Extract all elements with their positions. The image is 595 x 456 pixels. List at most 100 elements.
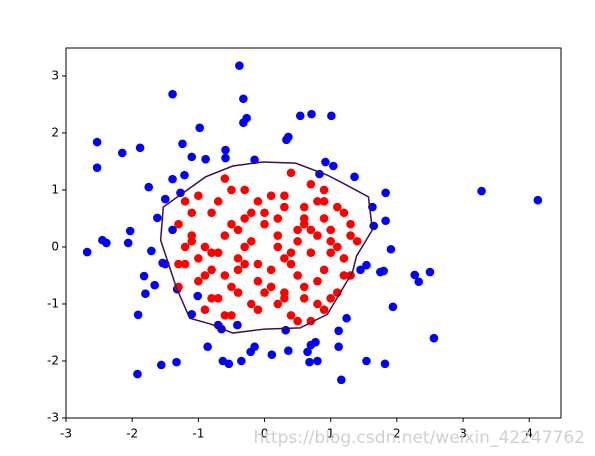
point bbox=[239, 94, 248, 104]
point bbox=[253, 276, 263, 286]
y-tick-label: 2 bbox=[51, 125, 59, 139]
point bbox=[286, 168, 296, 178]
point bbox=[280, 293, 289, 303]
point bbox=[410, 270, 420, 280]
point bbox=[356, 265, 365, 275]
point bbox=[92, 137, 102, 147]
point bbox=[82, 247, 92, 257]
point bbox=[207, 208, 216, 218]
point bbox=[150, 280, 159, 290]
point bbox=[135, 143, 145, 153]
point bbox=[260, 208, 269, 218]
y-tick-label: -1 bbox=[47, 296, 59, 310]
point bbox=[253, 259, 263, 269]
point bbox=[336, 375, 346, 385]
point bbox=[286, 259, 296, 269]
point bbox=[102, 238, 111, 248]
point bbox=[227, 185, 236, 195]
point bbox=[246, 208, 256, 218]
point bbox=[319, 197, 329, 206]
point bbox=[369, 221, 379, 231]
point bbox=[326, 248, 336, 257]
point bbox=[306, 179, 316, 189]
point bbox=[174, 259, 183, 269]
x-tick-label: 0 bbox=[261, 427, 269, 441]
point bbox=[339, 254, 349, 263]
point bbox=[123, 238, 133, 248]
point bbox=[233, 320, 242, 330]
point bbox=[267, 350, 277, 360]
point bbox=[334, 326, 343, 336]
point bbox=[425, 267, 435, 277]
point bbox=[240, 242, 249, 252]
point bbox=[273, 242, 283, 252]
point bbox=[221, 145, 230, 155]
point bbox=[174, 219, 183, 229]
point bbox=[380, 359, 390, 369]
point bbox=[227, 311, 236, 320]
point bbox=[339, 208, 349, 218]
point bbox=[280, 191, 289, 200]
point bbox=[306, 248, 316, 257]
point bbox=[187, 208, 197, 218]
axes-frame bbox=[65, 47, 562, 419]
point bbox=[207, 248, 216, 257]
point bbox=[213, 293, 223, 303]
point bbox=[260, 219, 269, 229]
point bbox=[306, 225, 316, 235]
point bbox=[339, 271, 349, 280]
point bbox=[293, 271, 302, 280]
point bbox=[92, 163, 102, 173]
point bbox=[321, 157, 330, 167]
y-tick-label: 1 bbox=[51, 182, 59, 196]
point bbox=[213, 197, 223, 206]
point bbox=[168, 89, 177, 99]
point bbox=[153, 213, 162, 223]
point bbox=[388, 302, 398, 312]
point bbox=[334, 342, 343, 352]
point bbox=[233, 225, 243, 235]
y-tick-label: 0 bbox=[51, 239, 59, 253]
point bbox=[220, 271, 230, 280]
point bbox=[362, 356, 371, 366]
point bbox=[195, 123, 204, 133]
x-tick-label: 3 bbox=[459, 427, 467, 441]
point bbox=[305, 357, 314, 367]
point bbox=[133, 369, 142, 379]
point bbox=[362, 260, 371, 270]
point bbox=[326, 236, 336, 246]
point bbox=[172, 357, 181, 367]
x-tick-label: 4 bbox=[525, 427, 533, 441]
point bbox=[125, 226, 135, 236]
point bbox=[313, 299, 322, 309]
point bbox=[281, 325, 291, 335]
point bbox=[477, 186, 486, 196]
point bbox=[533, 195, 543, 205]
point bbox=[242, 113, 251, 123]
point bbox=[246, 347, 255, 357]
point bbox=[346, 219, 355, 229]
watermark: https://blog.csdn.net/weixin_42247762 bbox=[253, 428, 585, 448]
point bbox=[299, 202, 309, 212]
x-tick-label: 2 bbox=[393, 427, 401, 441]
point bbox=[156, 360, 166, 370]
point bbox=[194, 191, 203, 200]
point bbox=[240, 259, 249, 269]
point bbox=[139, 271, 149, 281]
point bbox=[233, 288, 243, 297]
point bbox=[133, 310, 143, 320]
point bbox=[273, 231, 283, 240]
point bbox=[176, 188, 185, 198]
point bbox=[224, 359, 234, 369]
point bbox=[333, 202, 342, 212]
point bbox=[168, 225, 177, 235]
point bbox=[253, 197, 263, 206]
point bbox=[168, 174, 177, 184]
point bbox=[246, 299, 256, 309]
point bbox=[193, 291, 202, 301]
point bbox=[299, 282, 309, 292]
point bbox=[227, 282, 236, 292]
point bbox=[141, 289, 150, 299]
point bbox=[350, 172, 359, 182]
